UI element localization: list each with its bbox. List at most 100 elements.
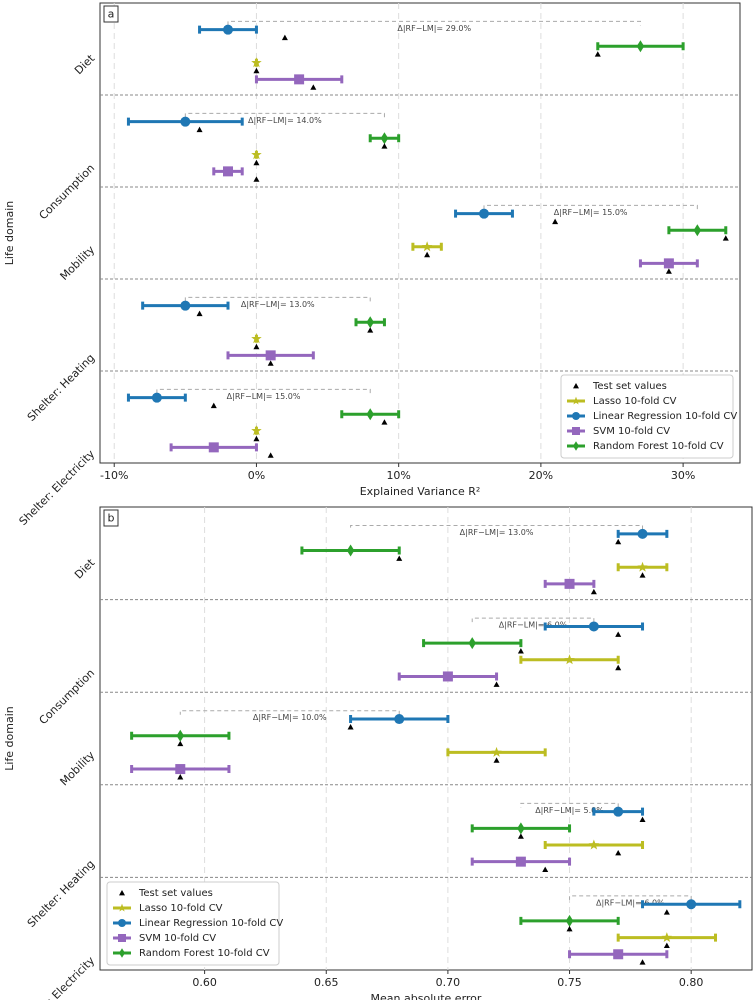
- category-label: Diet: [72, 51, 98, 77]
- x-tick-label: 10%: [386, 469, 410, 482]
- annotation: Δ|RF−LM|= 6.0%: [596, 898, 665, 907]
- test-marker: [594, 51, 601, 57]
- panel-label: b: [108, 512, 115, 525]
- test-marker: [566, 925, 573, 932]
- marker: [394, 714, 405, 725]
- marker: [421, 241, 433, 252]
- annotation-bracket: [227, 20, 641, 26]
- marker: [180, 300, 191, 311]
- annotation: Δ|RF−LM|= 29.0%: [397, 24, 471, 33]
- test-marker: [590, 588, 597, 595]
- annotation: Δ|RF−LM|= 10.0%: [253, 713, 327, 722]
- x-axis-label: Explained Variance R²: [360, 485, 481, 498]
- test-marker: [253, 343, 260, 350]
- legend-label: Linear Regression 10-fold CV: [593, 411, 737, 422]
- category-label: Shelter: Electricity: [17, 447, 98, 528]
- category-label: Consumption: [37, 666, 98, 727]
- x-axis-label: Mean absolute error: [371, 992, 482, 1000]
- marker: [588, 621, 599, 632]
- marker: [175, 764, 186, 775]
- x-tick-label: 0.70: [436, 976, 461, 989]
- marker: [251, 425, 262, 436]
- test-marker: [210, 402, 217, 409]
- category-label: Shelter: Heating: [25, 351, 97, 423]
- legend-label: Lasso 10-fold CV: [139, 903, 223, 914]
- category-label: Shelter: Electricity: [17, 954, 98, 1000]
- annotation: Δ|RF−LM|= 15.0%: [554, 208, 628, 217]
- test-marker: [615, 631, 622, 637]
- test-marker: [542, 866, 549, 873]
- category-label: Mobility: [58, 243, 98, 283]
- test-marker: [267, 360, 274, 366]
- marker: [637, 561, 648, 572]
- marker: [346, 544, 355, 557]
- x-tick-label: 30%: [671, 469, 695, 482]
- marker: [613, 949, 624, 960]
- test-marker: [177, 740, 184, 747]
- marker: [366, 316, 374, 329]
- annotation-bracket: [483, 204, 698, 210]
- y-axis-label: Life domain: [3, 201, 16, 266]
- marker: [380, 132, 389, 145]
- test-marker: [177, 774, 184, 780]
- x-tick-label: 0.65: [314, 976, 339, 989]
- marker: [468, 637, 476, 650]
- marker: [251, 57, 262, 68]
- marker: [180, 116, 191, 127]
- legend-label: SVM 10-fold CV: [139, 933, 216, 944]
- annotation: Δ|RF−LM|= 15.0%: [227, 392, 301, 401]
- category-label: Consumption: [37, 162, 98, 223]
- annotation-bracket: [156, 388, 371, 394]
- x-tick-label: -10%: [100, 469, 128, 482]
- test-marker: [310, 84, 317, 90]
- marker: [588, 839, 600, 850]
- legend-box: [106, 881, 280, 966]
- marker: [176, 729, 185, 742]
- test-marker: [517, 833, 524, 839]
- marker: [571, 396, 581, 405]
- test-marker: [639, 959, 646, 965]
- y-axis-label: Life domain: [3, 706, 16, 771]
- x-tick-label: 0.80: [679, 976, 704, 989]
- category-label: Diet: [72, 556, 98, 582]
- marker: [223, 166, 233, 177]
- test-marker: [517, 648, 524, 654]
- x-tick-label: 20%: [529, 469, 553, 482]
- marker: [517, 822, 525, 835]
- legend-label: Lasso 10-fold CV: [593, 396, 677, 407]
- marker: [564, 578, 575, 589]
- legend-box: [560, 374, 734, 459]
- test-marker: [267, 452, 274, 458]
- test-marker: [119, 890, 125, 896]
- category-label: Mobility: [58, 748, 98, 788]
- test-marker: [367, 327, 374, 333]
- marker: [637, 528, 648, 539]
- annotation-bracket: [569, 895, 692, 900]
- legend-label: Random Forest 10-fold CV: [593, 441, 724, 452]
- legend-label: Test set values: [592, 381, 667, 392]
- test-marker: [396, 555, 403, 561]
- test-marker: [639, 572, 646, 578]
- annotation-bracket: [184, 296, 371, 302]
- marker: [118, 919, 126, 927]
- legend-label: SVM 10-fold CV: [593, 426, 670, 437]
- test-marker: [663, 942, 670, 948]
- test-marker: [573, 383, 579, 389]
- annotation-bracket: [520, 802, 619, 808]
- plot-frame: [99, 2, 741, 464]
- test-marker: [381, 143, 388, 149]
- legend-label: Linear Regression 10-fold CV: [139, 918, 283, 929]
- annotation-bracket: [471, 617, 595, 623]
- annotation-bracket: [350, 525, 644, 530]
- test-marker: [253, 435, 260, 442]
- marker: [479, 208, 489, 219]
- test-marker: [615, 664, 622, 671]
- test-marker: [615, 849, 622, 856]
- legend-label: Random Forest 10-fold CV: [139, 948, 270, 959]
- test-marker: [253, 176, 260, 182]
- annotation: Δ|RF−LM|= 13.0%: [460, 528, 534, 537]
- marker: [693, 224, 702, 237]
- marker: [251, 333, 262, 344]
- annotation: Δ|RF−LM|= 13.0%: [241, 300, 315, 309]
